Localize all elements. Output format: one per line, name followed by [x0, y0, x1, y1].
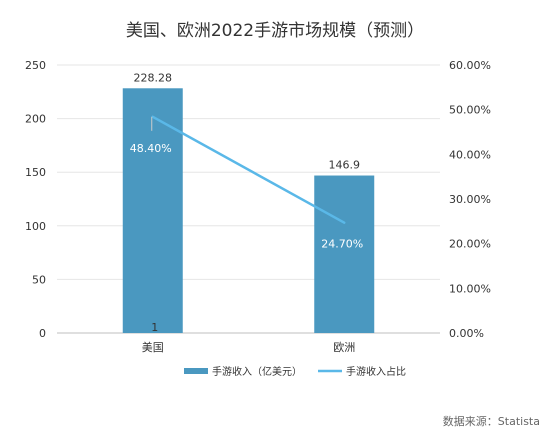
y-tick-label: 250 [25, 59, 46, 72]
x-tick-label: 欧洲 [333, 341, 355, 354]
y2-tick-label: 10.00% [449, 282, 491, 295]
line-series: 48.40% 24.70% [130, 115, 363, 251]
y2-tick-label: 50.00% [449, 104, 491, 117]
y2-tick-label: 20.00% [449, 238, 491, 251]
bar [314, 175, 375, 333]
y2-tick-label: 30.00% [449, 193, 491, 206]
line-path [151, 115, 346, 224]
legend-label-bar: 手游收入（亿美元） [212, 365, 302, 378]
x-axis: 美国 欧洲 [142, 341, 356, 354]
y-tick-label: 150 [25, 166, 46, 179]
chart-title: 美国、欧洲2022手游市场规模（预测） [126, 21, 424, 41]
source-note: 数据来源：Statista [443, 414, 540, 428]
y2-tick-label: 60.00% [449, 59, 491, 72]
y2-tick-label: 40.00% [449, 148, 491, 161]
y-axis-left: 0 50 100 150 200 250 [25, 59, 46, 340]
y-tick-label: 100 [25, 220, 46, 233]
line-point-label: 48.40% [130, 142, 172, 155]
y-tick-label: 200 [25, 113, 46, 126]
legend: 手游收入（亿美元） 手游收入占比 [184, 365, 406, 378]
stray-label: 1 [151, 321, 158, 334]
bar [122, 88, 183, 333]
gridlines [57, 64, 440, 334]
y-axis-right: 0.00% 10.00% 20.00% 30.00% 40.00% 50.00% 60.00… [449, 59, 491, 340]
y-tick-label: 0 [39, 327, 46, 340]
line-point-label: 24.70% [321, 238, 363, 251]
legend-label-line: 手游收入占比 [346, 365, 406, 378]
y-tick-label: 50 [32, 273, 46, 286]
bar-value-label: 146.9 [329, 159, 361, 172]
bar-value-label: 228.28 [134, 71, 173, 84]
x-tick-label: 美国 [142, 341, 164, 354]
y2-tick-label: 0.00% [449, 327, 484, 340]
bar-series: 228.28 146.9 1 [122, 71, 375, 334]
legend-swatch-bar [184, 368, 208, 374]
